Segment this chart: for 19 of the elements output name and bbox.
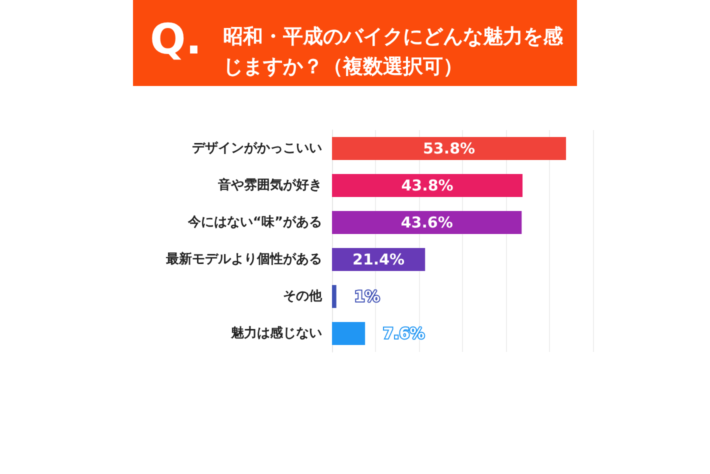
bar: [332, 211, 522, 234]
data-label: 21.4%: [352, 250, 405, 268]
text: Q.: [150, 14, 202, 64]
data-label: 43.8%: [401, 176, 454, 194]
y-tick-label: デザインがかっこいい: [192, 141, 322, 156]
bar: [332, 285, 336, 308]
y-tick-label: 今にはない“味”がある: [186, 215, 322, 230]
data-label: 7.6%: [383, 324, 425, 342]
bar: [332, 174, 523, 197]
y-tick-label: その他: [283, 289, 323, 304]
bar: [332, 137, 566, 160]
data-label: 53.8%: [422, 140, 476, 158]
y-tick-label: 魅力は感じない: [230, 325, 322, 341]
y-tick-label: 最新モデルより個性がある: [165, 251, 322, 267]
data-label: 1%: [354, 288, 380, 306]
bar: [332, 322, 366, 345]
chart-title: 昭和・平成のバイクにどんな魅力を感じますか？（複数選択可）: [223, 24, 564, 78]
data-label: 43.6%: [400, 214, 453, 232]
y-tick-label: 音や雰囲気が好き: [217, 177, 322, 193]
